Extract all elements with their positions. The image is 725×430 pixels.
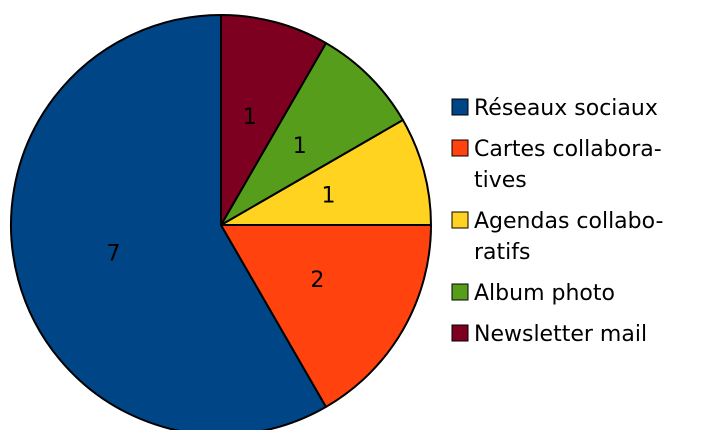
pie-slice-2: [220, 224, 432, 408]
legend-swatch-4: [451, 283, 469, 301]
legend-label-5: Newsletter mail: [474, 322, 647, 347]
legend-label-4: Album photo: [474, 281, 615, 306]
legend-label-1: Réseaux sociaux: [474, 96, 658, 121]
pie-slice-3: [220, 119, 432, 226]
pie-slice-1: [10, 14, 327, 430]
legend-item-4: Album photo: [451, 281, 615, 306]
legend-item-5: Newsletter mail: [451, 322, 647, 347]
pie-slices: [10, 14, 432, 430]
slice-value-label-1: 7: [107, 241, 121, 266]
legend-item-2: Cartes collabora-tives: [451, 137, 662, 193]
legend: Réseaux sociaux Cartes collabora-tives Age…: [451, 96, 663, 347]
pie-slice-5: [220, 14, 327, 226]
slice-value-label-5: 1: [243, 105, 257, 130]
slice-value-label-3: 1: [322, 184, 336, 209]
legend-item-1: Réseaux sociaux: [451, 96, 658, 121]
legend-label-2: Cartes collabora-tives: [474, 137, 662, 193]
slice-value-label-4: 1: [293, 134, 307, 159]
pie-slice-4: [220, 42, 404, 226]
legend-item-3: Agendas collabo-ratifs: [451, 209, 663, 265]
legend-swatch-3: [451, 211, 469, 229]
slice-value-label-2: 2: [310, 268, 324, 293]
legend-label-3: Agendas collabo-ratifs: [474, 209, 663, 265]
legend-swatch-5: [451, 324, 469, 342]
legend-swatch-1: [451, 98, 469, 116]
legend-swatch-2: [451, 139, 469, 157]
